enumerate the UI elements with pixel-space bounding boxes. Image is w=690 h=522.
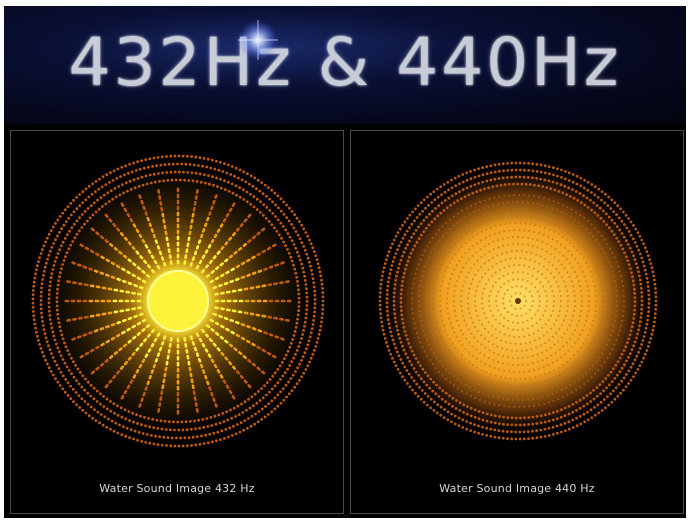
caption-440hz: Water Sound Image 440 Hz <box>439 482 595 495</box>
cymatic-pattern-432hz <box>28 151 328 451</box>
panel-440hz: Water Sound Image 440 Hz <box>350 130 684 514</box>
title-banner: 432Hz & 440Hz <box>4 6 686 124</box>
image-frame: 432Hz & 440Hz Water Sound Image 432 Hz W… <box>4 6 686 518</box>
caption-432hz: Water Sound Image 432 Hz <box>99 482 255 495</box>
cymatic-pattern-440hz <box>378 161 658 441</box>
panel-432hz: Water Sound Image 432 Hz <box>10 130 344 514</box>
banner-title: 432Hz & 440Hz <box>68 24 622 101</box>
